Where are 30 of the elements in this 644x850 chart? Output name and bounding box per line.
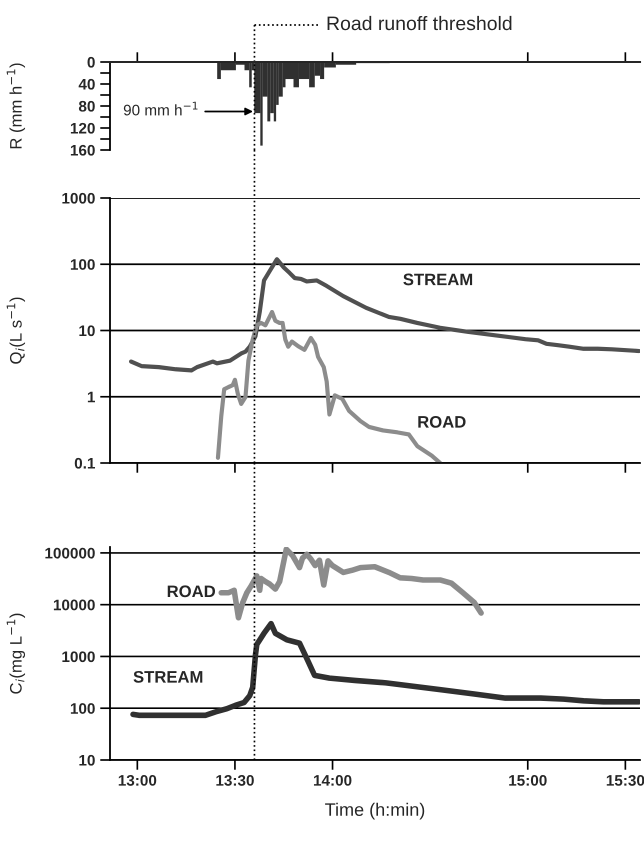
y-axis-title: Q$_{i}$(L s$^{−1}$) (6, 298, 26, 364)
y-tick-label: 80 (78, 100, 95, 112)
y-tick-label: 1000 (62, 192, 95, 204)
y-tick-label: 100 (70, 703, 95, 714)
y-tick-label: 160 (70, 144, 95, 156)
y-tick-label: 100 (70, 259, 95, 270)
y-axis-title: R (mm h$^{−1}$) (6, 63, 26, 148)
annotation: 90 mm h$^{−1}$ (124, 102, 198, 116)
x-axis-title: Time (h:min) (325, 802, 424, 820)
y-tick-label: 10 (79, 325, 95, 336)
y-tick-label: 0 (88, 56, 95, 68)
y-tick-label: 0.1 (74, 458, 95, 469)
series-label: STREAM (134, 670, 202, 683)
y-tick-label: 120 (70, 122, 95, 134)
y-axis-title: C$_{i}$(mg L$^{−1}$) (6, 614, 26, 694)
y-tick-label: 40 (78, 78, 95, 90)
series-label: ROAD (168, 585, 216, 598)
text: STREAM (403, 274, 472, 286)
x-tick-label: 15:30 (606, 774, 644, 786)
x-tick-label: 13:30 (216, 774, 254, 786)
legend-label: Road runoff threshold (328, 16, 512, 30)
y-tick-label: 10 (79, 754, 95, 766)
y-tick-label: 1 (88, 392, 95, 402)
x-tick-label: 14:00 (314, 774, 352, 786)
series-label: ROAD (418, 416, 466, 428)
x-tick-label: 15:00 (509, 774, 547, 786)
y-tick-label: 100000 (45, 548, 95, 559)
y-tick-label: 10000 (54, 600, 95, 610)
y-tick-label: 1000 (62, 651, 95, 662)
x-tick-label: 13:00 (118, 774, 156, 786)
